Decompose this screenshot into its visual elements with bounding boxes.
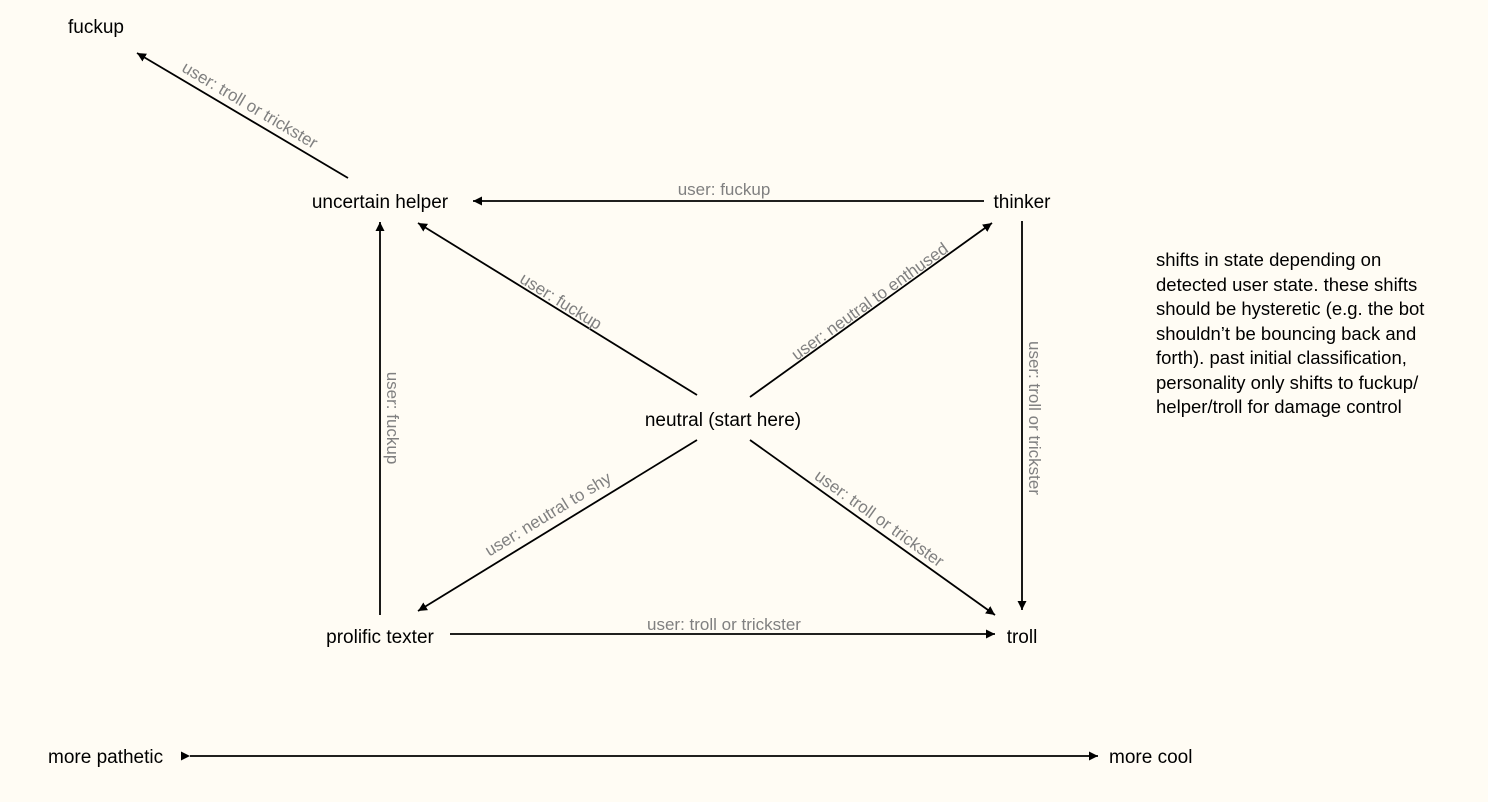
edge-neutral-to-troll: [750, 440, 995, 615]
label-thinker-to-troll: user: troll or trickster: [1025, 341, 1044, 495]
label-neutral-to-troll: user: troll or trickster: [811, 466, 948, 571]
label-helper-to-fuckup: user: troll or trickster: [179, 58, 321, 153]
node-troll: troll: [1007, 627, 1038, 648]
axis-label-more-cool: more cool: [1109, 747, 1192, 768]
node-neutral: neutral (start here): [645, 410, 801, 431]
axis-label-more-pathetic: more pathetic: [48, 747, 163, 768]
label-texter-to-troll: user: troll or trickster: [647, 615, 801, 634]
label-neutral-to-texter: user: neutral to shy: [482, 468, 616, 560]
label-neutral-to-thinker: user: neutral to enthused: [788, 239, 952, 364]
node-fuckup: fuckup: [68, 17, 124, 38]
explanatory-note: shifts in state depending on detected us…: [1156, 248, 1456, 420]
node-prolific-texter: prolific texter: [326, 627, 434, 648]
label-neutral-to-helper: user: fuckup: [516, 269, 605, 334]
node-uncertain-helper: uncertain helper: [312, 192, 449, 213]
edge-helper-to-fuckup: [137, 53, 348, 178]
edge-neutral-to-texter: [418, 440, 697, 611]
node-thinker: thinker: [993, 192, 1051, 213]
label-thinker-to-helper: user: fuckup: [678, 180, 771, 199]
label-texter-to-helper: user: fuckup: [383, 372, 402, 465]
